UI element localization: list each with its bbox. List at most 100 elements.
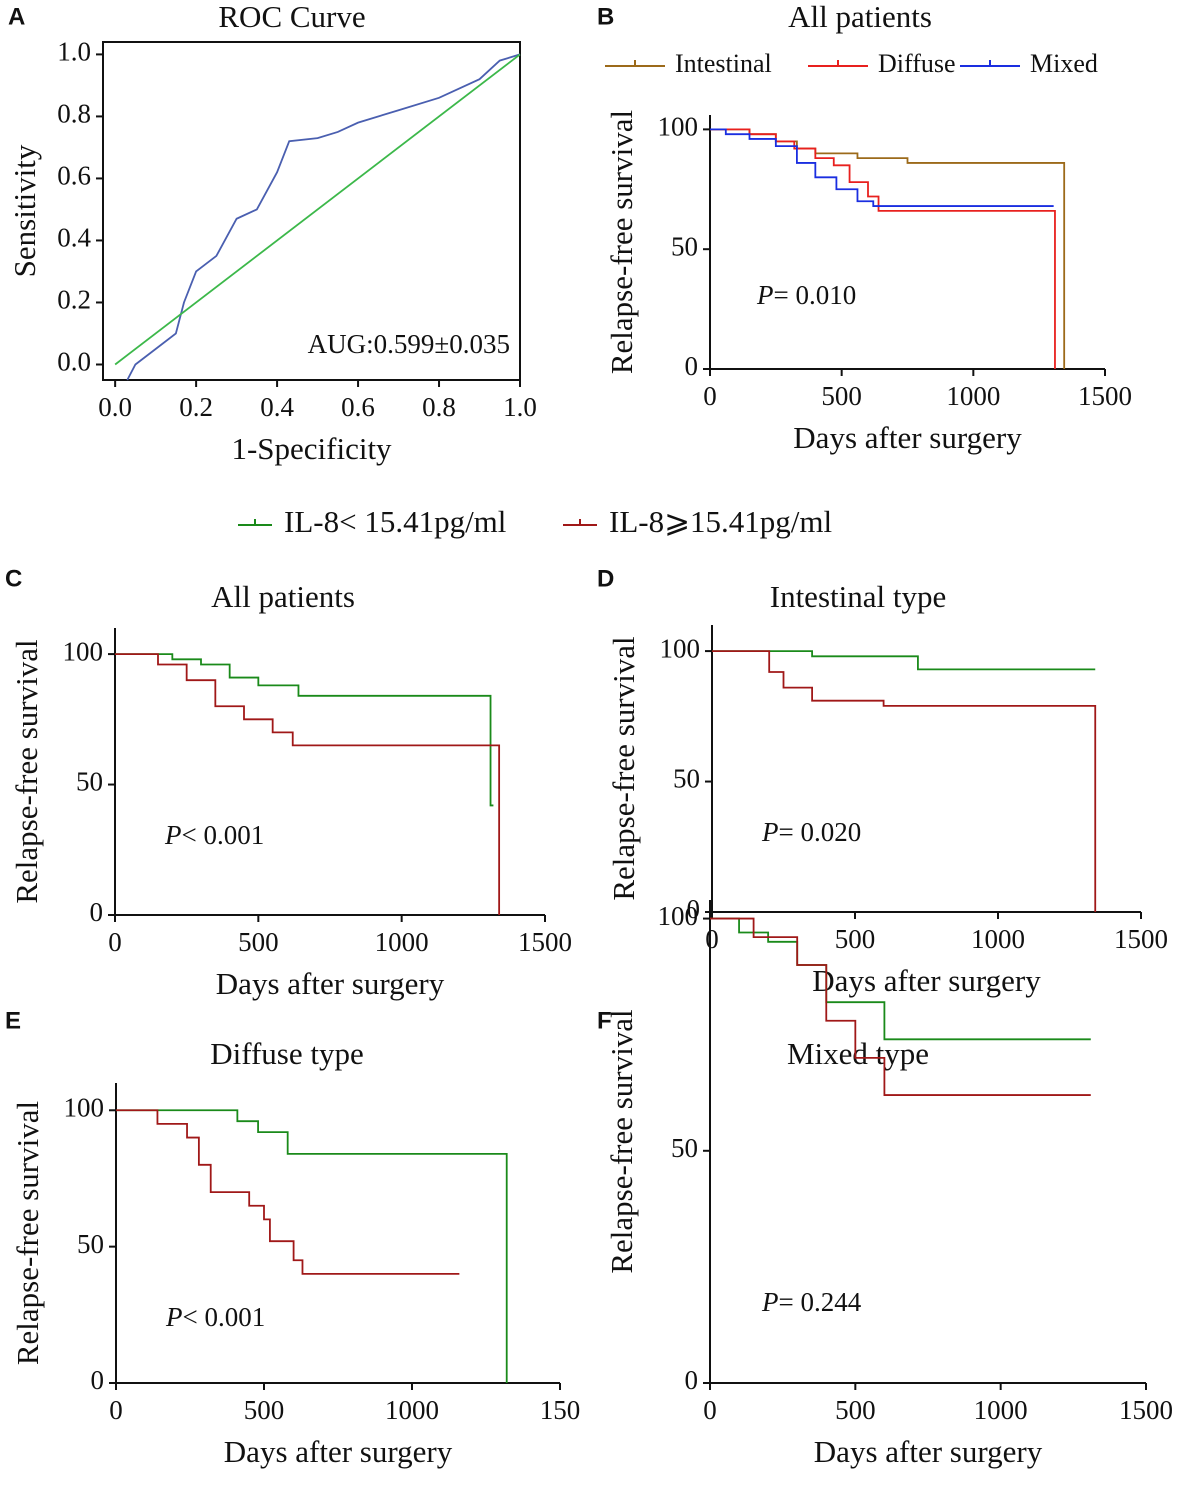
y-axis-label: Relapse-free survival	[604, 1009, 639, 1273]
x-tick-label: 1000	[971, 924, 1025, 954]
y-tick-label: 0.4	[57, 223, 91, 253]
y-axis-label: Relapse-free survival	[604, 110, 639, 374]
x-tick-label: 1000	[375, 927, 429, 957]
y-tick-label: 100	[64, 1092, 105, 1122]
y-tick-label: 100	[660, 633, 701, 663]
annotation-text: = 0.010	[774, 280, 857, 310]
x-tick-label: 0	[108, 927, 122, 957]
x-tick-label: 1000	[974, 1395, 1028, 1425]
annotation-text: AUG:0.599±0.035	[308, 329, 510, 359]
series-line	[116, 1109, 508, 1383]
x-tick-label: 0.0	[98, 392, 132, 422]
annotation-italic: P	[165, 1302, 183, 1332]
annotation: P= 0.244	[761, 1287, 862, 1317]
x-axis-label: Days after surgery	[793, 420, 1022, 455]
panel-letter: D	[597, 565, 614, 592]
annotation-italic: P	[164, 820, 182, 850]
x-tick-label: 0	[109, 1395, 123, 1425]
y-tick-label: 50	[77, 1229, 104, 1259]
series-line	[710, 128, 1054, 207]
chart-title: Intestinal type	[770, 579, 946, 614]
series-line	[710, 917, 1091, 1096]
plot-frame	[102, 41, 521, 381]
annotation: P< 0.001	[165, 1302, 265, 1332]
series-line	[126, 53, 521, 381]
legend-label: Mixed	[1030, 49, 1098, 78]
annotation-text: = 0.244	[779, 1287, 862, 1317]
y-tick-label: 0	[685, 351, 699, 381]
x-tick-label: 0	[703, 1395, 717, 1425]
series-line	[710, 128, 1066, 369]
y-axis-label: Relapse-free survival	[9, 639, 44, 903]
y-tick-label: 0	[91, 1365, 105, 1395]
panel-letter: E	[5, 1007, 21, 1034]
legend-label: Intestinal	[675, 49, 772, 78]
chart-title: Mixed type	[787, 1036, 929, 1071]
annotation: AUG:0.599±0.035	[308, 329, 510, 359]
y-axis-label: Relapse-free survival	[10, 1101, 45, 1365]
y-tick-label: 100	[658, 112, 699, 142]
y-tick-label: 0.2	[57, 285, 91, 315]
chart-title: All patients	[788, 0, 932, 34]
x-tick-label: 0.6	[341, 392, 375, 422]
series-line	[114, 53, 521, 366]
y-tick-label: 0	[90, 897, 104, 927]
series-line	[712, 650, 1097, 912]
x-tick-label: 1000	[385, 1395, 439, 1425]
x-tick-label: 500	[835, 924, 876, 954]
panel-letter: A	[8, 3, 25, 30]
x-tick-label: 500	[835, 1395, 876, 1425]
y-tick-label: 0.0	[57, 347, 91, 377]
series-line	[115, 653, 494, 807]
annotation-text: < 0.001	[182, 820, 265, 850]
chart-title: ROC Curve	[218, 0, 365, 34]
chart-title: Diffuse type	[210, 1036, 364, 1071]
x-axis-label: Days after surgery	[224, 1434, 453, 1469]
y-tick-label: 50	[673, 764, 700, 794]
panel-letter: B	[597, 3, 614, 30]
series-line	[712, 650, 1096, 671]
y-tick-label: 0.6	[57, 161, 91, 191]
y-axis-label: Relapse-free survival	[606, 636, 641, 900]
annotation-text: = 0.020	[779, 817, 862, 847]
annotation: P< 0.001	[164, 820, 264, 850]
x-tick-label: 0.4	[260, 392, 294, 422]
x-tick-label: 1500	[1078, 381, 1132, 411]
annotation-italic: P	[761, 817, 779, 847]
x-tick-label: 0.2	[179, 392, 213, 422]
y-tick-label: 0	[687, 894, 701, 924]
y-tick-label: 100	[658, 901, 699, 931]
x-tick-label: 0	[703, 381, 717, 411]
x-tick-label: 0.8	[422, 392, 456, 422]
x-axis-label: Days after surgery	[812, 963, 1041, 998]
x-tick-label: 1500	[518, 927, 572, 957]
x-tick-label: 0	[705, 924, 719, 954]
x-tick-label: 1500	[1114, 924, 1168, 954]
legend-label: Diffuse	[878, 49, 956, 78]
x-tick-label: 1000	[946, 381, 1000, 411]
annotation: P= 0.010	[756, 280, 856, 310]
annotation-italic: P	[761, 1287, 779, 1317]
annotation-text: < 0.001	[183, 1302, 266, 1332]
panel-letter: F	[597, 1007, 612, 1034]
y-tick-label: 50	[671, 1133, 698, 1163]
x-tick-label: 1500	[1119, 1395, 1173, 1425]
y-tick-label: 100	[63, 636, 104, 666]
x-axis-label: Days after surgery	[216, 966, 445, 1001]
series-line	[115, 653, 501, 915]
series-line	[710, 128, 1056, 369]
annotation-italic: P	[756, 280, 774, 310]
panel-letter: C	[5, 565, 22, 592]
y-tick-label: 50	[671, 231, 698, 261]
y-axis-label: Sensitivity	[7, 144, 42, 277]
y-tick-label: 0.8	[57, 99, 91, 129]
x-axis-label: Days after surgery	[814, 1434, 1043, 1469]
x-axis-label: 1-Specificity	[231, 431, 392, 466]
y-tick-label: 0	[685, 1365, 699, 1395]
y-tick-label: 50	[76, 767, 103, 797]
legend-label: IL-8⩾15.41pg/ml	[609, 504, 832, 539]
chart-title: All patients	[211, 579, 355, 614]
annotation: P= 0.020	[761, 817, 861, 847]
y-tick-label: 1.0	[57, 37, 91, 67]
